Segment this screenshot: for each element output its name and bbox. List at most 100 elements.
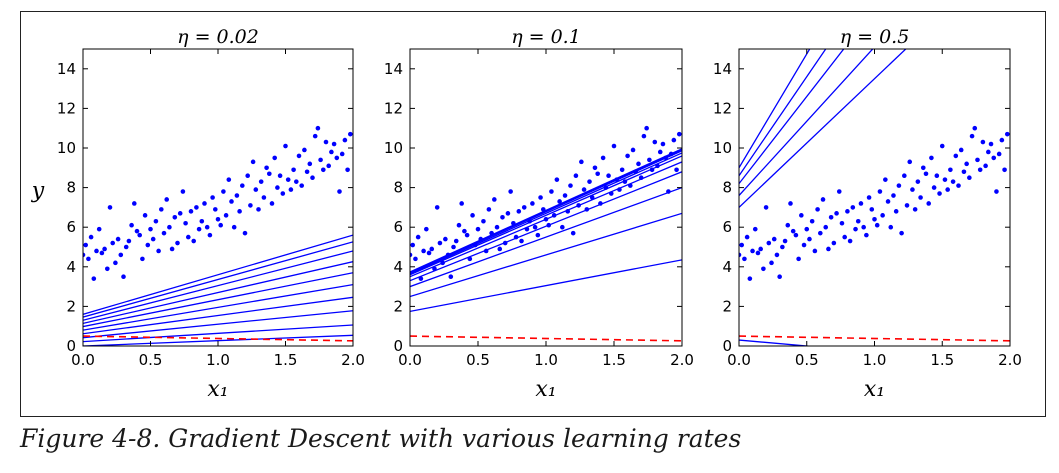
data-point xyxy=(780,244,785,250)
data-point xyxy=(110,240,115,246)
data-point xyxy=(920,165,926,171)
data-point xyxy=(953,153,959,159)
data-point xyxy=(321,167,326,173)
data-point xyxy=(869,207,875,212)
data-point xyxy=(102,246,107,252)
data-point xyxy=(288,187,294,192)
x-axis-label: x₁ xyxy=(535,377,556,402)
data-point xyxy=(410,242,416,248)
plot-panel-2: 0.0 0.5 1.0 1.5 2.0 0 2 4 6 8 10 12 14 η = 0.1 x₁ xyxy=(384,26,694,402)
data-point xyxy=(177,211,183,216)
y-tick-label: 12 xyxy=(713,99,732,117)
data-point xyxy=(331,141,337,147)
x-tick-label: 1.0 xyxy=(206,351,230,369)
data-point xyxy=(280,191,286,196)
data-point xyxy=(747,276,753,281)
x-tick-label: 1.5 xyxy=(602,351,626,369)
data-point xyxy=(245,173,250,179)
data-point xyxy=(788,201,793,206)
data-point xyxy=(883,177,888,182)
data-point xyxy=(739,252,742,258)
data-point xyxy=(275,185,280,190)
data-point xyxy=(942,177,948,182)
y-tick-label: 4 xyxy=(66,258,76,276)
data-point xyxy=(140,256,145,262)
y-tick-label: 4 xyxy=(393,258,403,276)
data-point xyxy=(902,173,907,179)
x-tick-label: 1.5 xyxy=(274,351,298,369)
data-point xyxy=(315,125,321,131)
data-point xyxy=(742,256,747,262)
data-point xyxy=(994,189,999,194)
data-point xyxy=(234,193,240,198)
model-line xyxy=(410,152,682,275)
data-point xyxy=(186,234,191,240)
data-point xyxy=(348,131,353,137)
data-point xyxy=(619,167,625,173)
data-point xyxy=(167,224,172,230)
data-point xyxy=(437,240,443,246)
data-point xyxy=(96,226,102,232)
data-point xyxy=(907,159,913,165)
data-point xyxy=(240,183,245,188)
data-point xyxy=(818,230,823,236)
data-point xyxy=(188,209,194,214)
data-point xyxy=(148,226,153,232)
model-line xyxy=(83,241,353,318)
data-point xyxy=(107,205,113,210)
axes-frame xyxy=(738,48,1011,347)
data-point xyxy=(210,195,215,200)
axes-frame xyxy=(409,48,683,347)
model-line xyxy=(410,148,682,273)
y-tick-label: 6 xyxy=(393,218,403,236)
data-point xyxy=(769,260,774,266)
data-point xyxy=(516,209,522,214)
data-point xyxy=(986,149,991,155)
data-point xyxy=(519,238,524,244)
data-point xyxy=(812,248,818,254)
data-point xyxy=(213,207,218,212)
data-point xyxy=(831,240,837,246)
data-point xyxy=(945,187,950,192)
data-point xyxy=(172,215,178,220)
data-point xyxy=(253,187,259,192)
data-point xyxy=(969,133,975,139)
data-point xyxy=(595,171,600,177)
y-tick-label: 8 xyxy=(722,179,732,197)
y-tick-label: 12 xyxy=(57,99,76,117)
data-point xyxy=(183,220,188,226)
data-point xyxy=(248,203,253,208)
y-axis-label: y xyxy=(31,179,45,204)
x-axis-label: x₁ xyxy=(864,377,885,402)
data-point xyxy=(758,246,763,252)
data-point xyxy=(418,276,424,281)
data-point xyxy=(339,151,345,157)
x-axis-label: x₁ xyxy=(207,377,228,402)
data-point xyxy=(267,171,272,177)
data-point xyxy=(429,246,435,252)
data-point xyxy=(129,222,134,228)
data-point xyxy=(910,187,915,192)
data-point xyxy=(137,232,142,238)
y-tick-label: 2 xyxy=(393,297,403,315)
data-point xyxy=(611,143,617,149)
data-point xyxy=(834,211,839,216)
data-point xyxy=(291,167,296,173)
x-tick-label: 1.0 xyxy=(863,351,887,369)
data-point xyxy=(926,201,931,206)
data-point xyxy=(899,230,904,236)
y-tick-label: 14 xyxy=(713,60,732,78)
data-point xyxy=(453,238,459,244)
model-line xyxy=(410,161,682,278)
data-point xyxy=(269,201,275,206)
data-point xyxy=(652,139,658,145)
data-point xyxy=(948,167,953,173)
x-tick-label: 0.0 xyxy=(398,351,422,369)
data-point xyxy=(861,224,866,230)
data-point xyxy=(801,242,807,248)
data-point xyxy=(807,236,812,242)
y-tick-label: 10 xyxy=(384,139,403,157)
data-point xyxy=(535,232,541,238)
data-point xyxy=(312,133,318,139)
data-point xyxy=(796,256,801,262)
